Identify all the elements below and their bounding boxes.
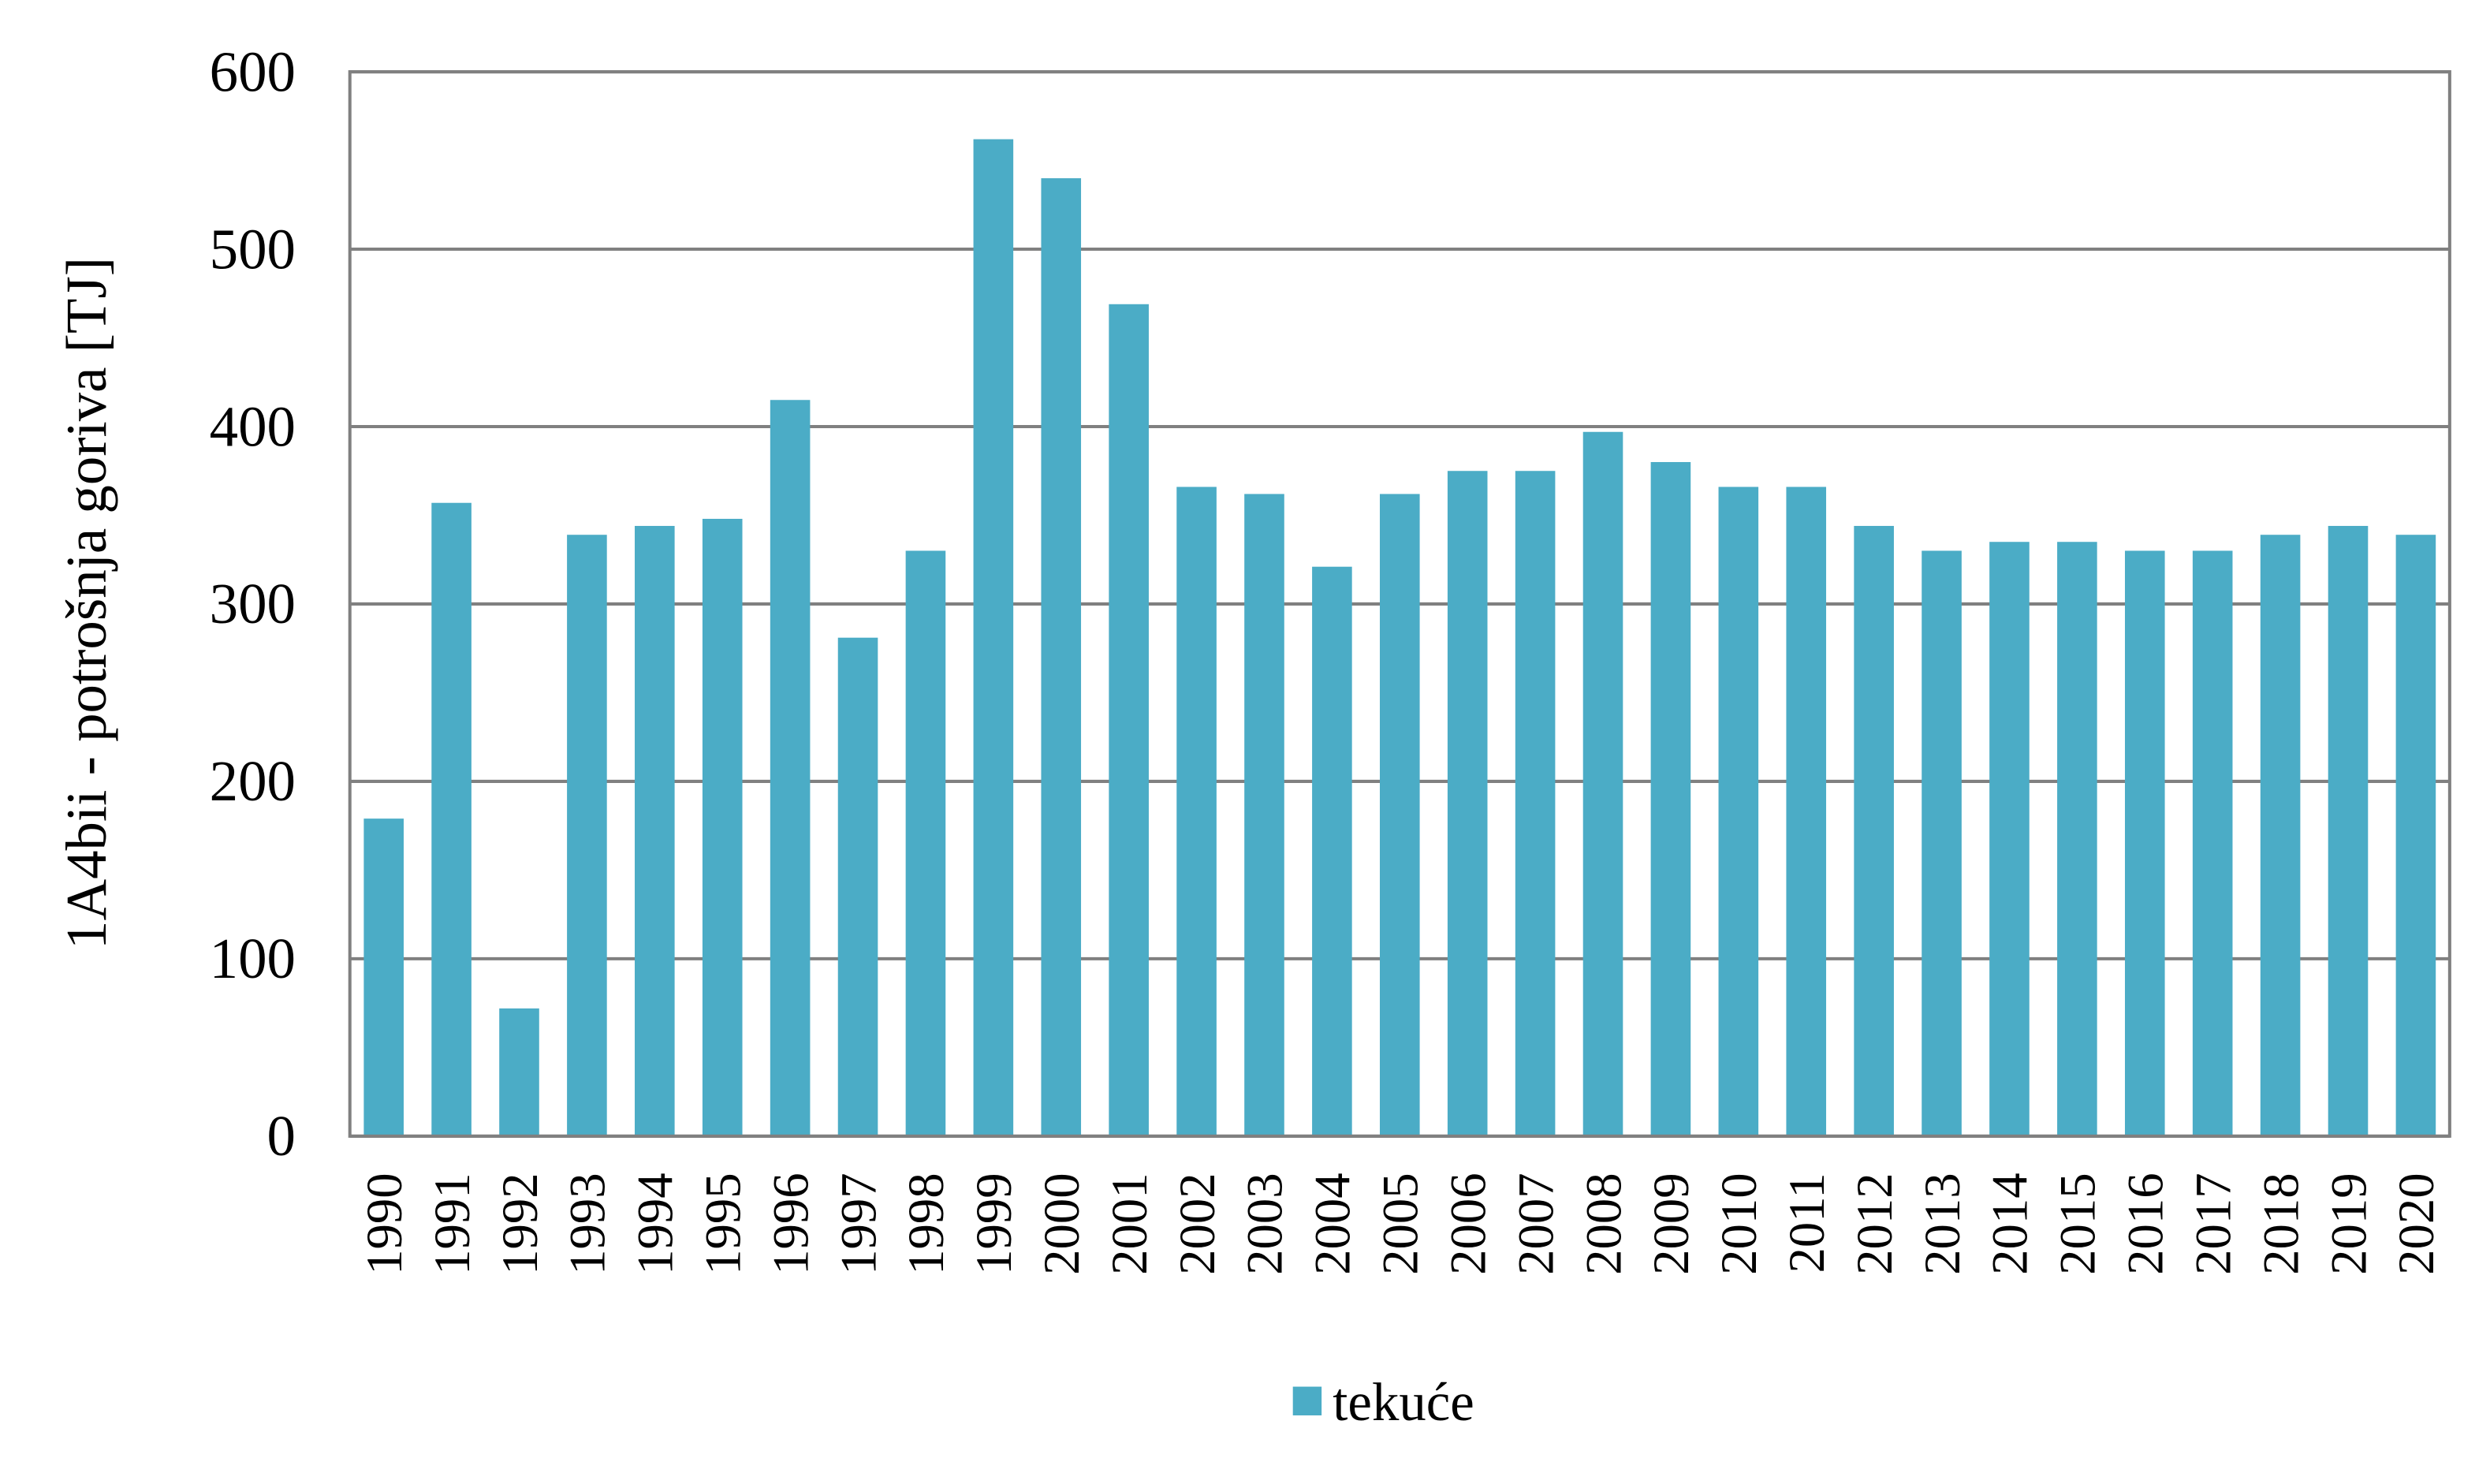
bar-2012: [1854, 525, 1894, 1136]
x-tick-label: 1998: [898, 1173, 955, 1275]
x-tick-label: 2015: [2050, 1173, 2107, 1275]
bar-2001: [1109, 304, 1149, 1136]
x-tick-label: 2011: [1779, 1173, 1836, 1273]
legend: tekuće: [1292, 1372, 1474, 1432]
bar-2004: [1312, 566, 1352, 1136]
x-tick-label: 2016: [2118, 1173, 2175, 1275]
bar-2017: [2192, 550, 2233, 1136]
y-tick-label: 100: [210, 927, 296, 990]
x-tick-label: 2005: [1373, 1173, 1430, 1275]
bar-2016: [2124, 550, 2165, 1136]
y-tick-labels: 0 100 200 300 400 500 600: [210, 39, 296, 1168]
bar-1991: [431, 502, 472, 1136]
bar-1993: [567, 535, 607, 1136]
x-tick-label: 2019: [2320, 1173, 2377, 1275]
bar-2010: [1718, 487, 1759, 1136]
y-axis-title: 1A4bii - potrošnja goriva [TJ]: [54, 257, 118, 949]
y-tick-label: 300: [210, 572, 296, 636]
bar-2002: [1176, 487, 1217, 1136]
y-tick-label: 400: [210, 394, 296, 458]
x-tick-label: 1993: [560, 1173, 617, 1275]
x-tick-labels: 1990 1991 1992 1993 1994 1995 1996 1997 1998 1999…: [356, 1173, 2445, 1275]
x-tick-label: 2014: [1982, 1173, 2039, 1275]
x-tick-label: 2003: [1237, 1173, 1294, 1275]
x-tick-label: 1991: [424, 1173, 481, 1275]
bar-2013: [1922, 550, 1962, 1136]
x-tick-label: 2020: [2388, 1173, 2445, 1275]
y-tick-label: 0: [267, 1104, 296, 1168]
x-tick-label: 1992: [492, 1173, 549, 1275]
x-tick-label: 2009: [1643, 1173, 1700, 1275]
x-tick-label: 2007: [1508, 1173, 1564, 1275]
bar-1997: [837, 637, 878, 1136]
bar-1996: [770, 400, 811, 1136]
bar-1998: [905, 550, 946, 1136]
x-tick-label: 1994: [628, 1173, 684, 1275]
bar-2000: [1041, 178, 1082, 1136]
bars: [363, 139, 2436, 1136]
bar-1995: [702, 518, 743, 1136]
bar-2018: [2260, 535, 2301, 1136]
x-tick-label: 2002: [1169, 1173, 1226, 1275]
bar-2011: [1786, 487, 1827, 1136]
bar-2008: [1582, 431, 1623, 1136]
x-tick-label: 2010: [1711, 1173, 1768, 1275]
bar-2019: [2328, 525, 2369, 1136]
bar-1994: [635, 525, 675, 1136]
bar-2014: [1989, 542, 2030, 1136]
bar-2020: [2395, 535, 2436, 1136]
x-tick-label: 1997: [830, 1173, 887, 1275]
x-tick-label: 1996: [762, 1173, 819, 1275]
x-tick-label: 2000: [1034, 1173, 1090, 1275]
bar-2005: [1379, 494, 1420, 1136]
x-tick-label: 1999: [966, 1173, 1023, 1275]
x-tick-label: 2013: [1914, 1173, 1971, 1275]
legend-swatch: [1292, 1386, 1322, 1415]
y-tick-label: 600: [210, 39, 296, 103]
x-tick-label: 2004: [1305, 1173, 1362, 1275]
bar-2015: [2057, 542, 2097, 1136]
x-tick-label: 2001: [1101, 1173, 1158, 1275]
y-tick-label: 500: [210, 217, 296, 281]
x-tick-label: 2006: [1440, 1173, 1497, 1275]
x-tick-label: 2017: [2185, 1173, 2242, 1275]
bar-2007: [1515, 471, 1556, 1136]
bar-2003: [1244, 494, 1284, 1136]
bar-1990: [363, 818, 404, 1136]
x-tick-label: 2012: [1847, 1173, 1903, 1275]
bar-2006: [1447, 471, 1488, 1136]
y-tick-label: 200: [210, 749, 296, 813]
bar-1992: [499, 1008, 539, 1136]
x-tick-label: 2018: [2253, 1173, 2309, 1275]
x-tick-label: 1990: [356, 1173, 413, 1275]
legend-label: tekuće: [1333, 1372, 1474, 1432]
bar-2009: [1650, 461, 1691, 1136]
bar-1999: [973, 139, 1014, 1136]
x-tick-label: 1995: [695, 1173, 751, 1275]
plot-area-border: [348, 70, 2451, 1138]
x-tick-label: 2008: [1575, 1173, 1632, 1275]
